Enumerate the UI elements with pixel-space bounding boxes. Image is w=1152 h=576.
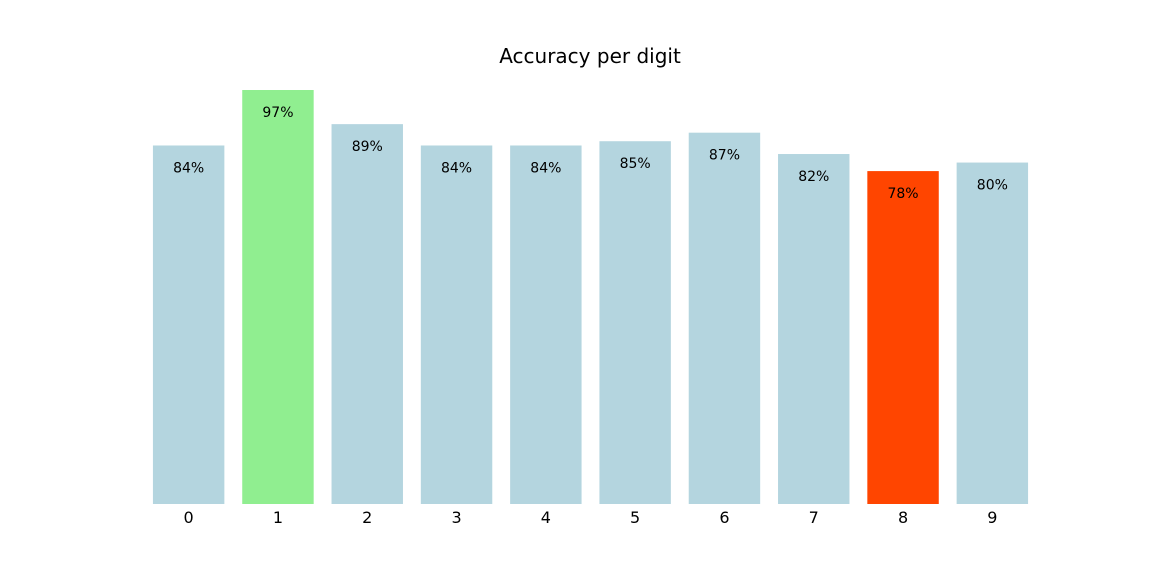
x-tick-label-9: 9	[987, 508, 997, 527]
x-tick-label-2: 2	[362, 508, 372, 527]
x-tick-label-4: 4	[541, 508, 551, 527]
x-tick-label-3: 3	[451, 508, 461, 527]
bar-digit-4	[510, 145, 582, 505]
value-label-digit-0: 84%	[173, 160, 204, 176]
value-label-digit-7: 82%	[798, 169, 829, 185]
bar-digit-3	[420, 145, 493, 505]
value-label-digit-6: 87%	[709, 148, 740, 164]
bar-digit-5	[599, 141, 671, 504]
x-tick-label-0: 0	[184, 508, 194, 527]
value-label-digit-9: 80%	[977, 178, 1008, 194]
bar-digit-9	[956, 162, 1029, 504]
value-labels-group: 84% 97% 89% 84% 84% 85% 87% 82% 78% 80%	[173, 105, 1008, 202]
bars-group	[152, 90, 1029, 505]
bar-digit-7	[778, 154, 850, 504]
value-label-digit-5: 85%	[620, 156, 651, 172]
value-label-digit-4: 84%	[530, 160, 561, 176]
value-label-digit-2: 89%	[352, 139, 383, 155]
bar-digit-8	[867, 171, 939, 504]
x-tick-labels-group: 0 1 2 3 4 5 6 7 8 9	[184, 508, 998, 527]
x-tick-label-1: 1	[273, 508, 283, 527]
x-tick-label-6: 6	[719, 508, 729, 527]
value-label-digit-8: 78%	[887, 186, 918, 202]
bar-digit-6	[688, 132, 761, 504]
x-tick-label-5: 5	[630, 508, 640, 527]
bar-digit-1	[242, 90, 314, 504]
bar-digit-0	[152, 145, 225, 505]
bar-digit-2	[331, 124, 403, 504]
chart-title: Accuracy per digit	[499, 44, 681, 68]
x-tick-label-8: 8	[898, 508, 908, 527]
value-label-digit-1: 97%	[262, 105, 293, 121]
value-label-digit-3: 84%	[441, 160, 472, 176]
x-tick-label-7: 7	[809, 508, 819, 527]
